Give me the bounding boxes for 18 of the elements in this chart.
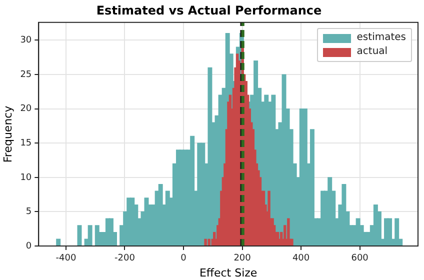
y-tick-label: 15 [20,138,32,148]
x-tick-label: -400 [56,254,76,264]
legend-label: estimates [356,31,406,46]
x-tick-label: 0 [180,254,187,264]
x-axis-title: Effect Size [199,266,258,280]
y-tick-label: 5 [26,207,32,218]
x-tick-label: 400 [292,254,310,264]
y-tick-label: 25 [20,70,32,80]
chart-title: Estimated vs Actual Performance [96,3,322,18]
y-tick-label: 10 [20,172,32,183]
y-tick-label: 30 [20,36,32,46]
y-tick-label: 0 [26,241,32,252]
legend-label: actual [356,45,388,60]
y-axis-title: Frequency [1,105,14,163]
y-tick-label: 20 [20,104,32,114]
x-tick-label: -200 [114,254,136,264]
x-tick-label: 600 [351,254,369,264]
x-tick-label: 200 [234,254,252,264]
